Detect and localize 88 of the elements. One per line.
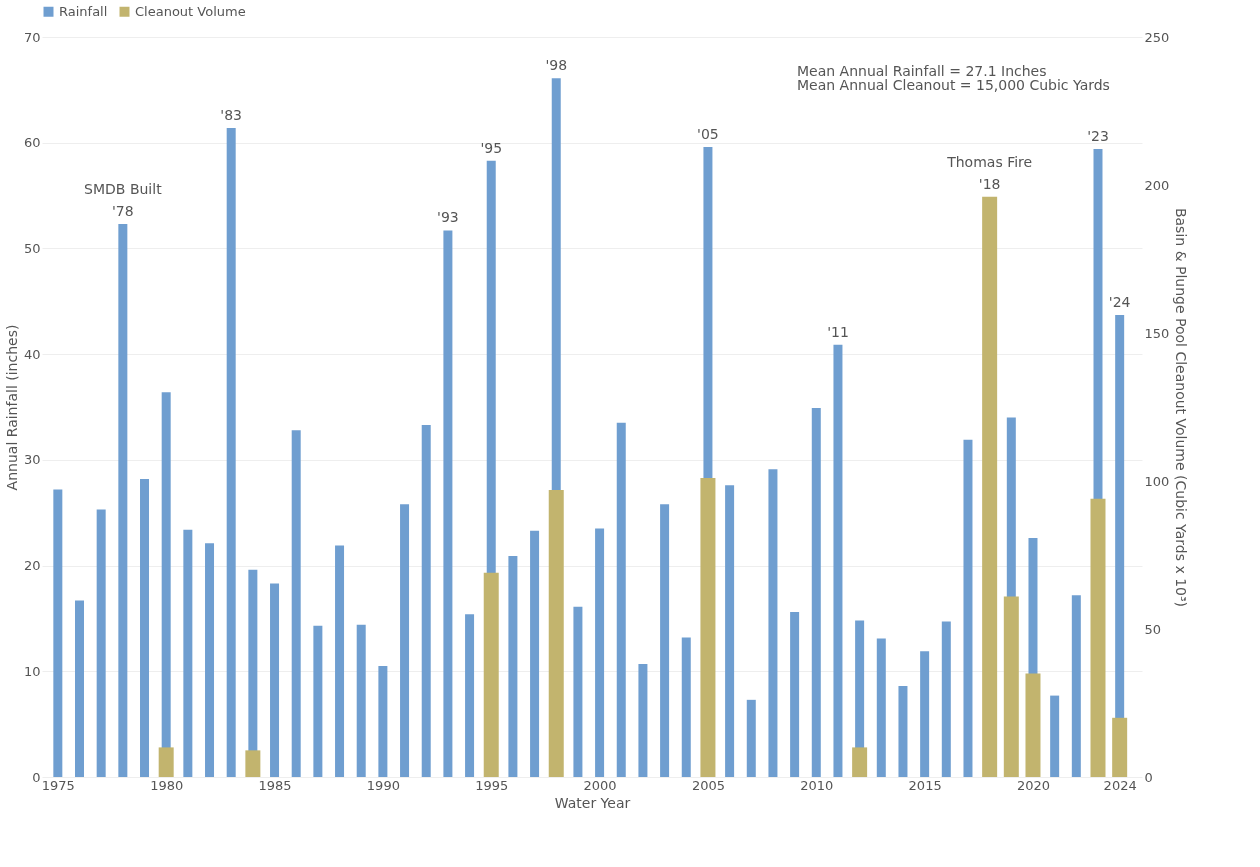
bar bbox=[400, 504, 410, 777]
y2-tick-label: 0 bbox=[1144, 769, 1153, 785]
x-tick-label: 1975 bbox=[41, 777, 75, 793]
y-tick-label: 40 bbox=[23, 346, 41, 362]
y-tick-label: 60 bbox=[23, 135, 41, 151]
y-tick-label: 50 bbox=[23, 240, 41, 256]
x-tick-label: 1980 bbox=[150, 777, 184, 793]
bar bbox=[681, 637, 691, 777]
bar bbox=[852, 747, 868, 777]
bar bbox=[245, 750, 261, 777]
y-axis-title: Annual Rainfall (inches) bbox=[3, 324, 20, 491]
x-tick-label: 1990 bbox=[366, 777, 400, 793]
y2-tick-label: 200 bbox=[1144, 177, 1170, 193]
bar bbox=[941, 621, 951, 777]
y2-axis-title: Basin & Plunge Pool Cleanout Volume (Cubic Yards x 10³) bbox=[1173, 207, 1190, 608]
y-tick-label: 30 bbox=[23, 452, 41, 468]
bar bbox=[746, 699, 756, 777]
annotation: Thomas Fire bbox=[946, 153, 1033, 170]
x-tick-label: 1985 bbox=[258, 777, 292, 793]
x-tick-label: 2005 bbox=[691, 777, 725, 793]
bar bbox=[963, 439, 973, 777]
bar bbox=[183, 529, 193, 777]
bar bbox=[898, 686, 908, 777]
bar bbox=[768, 469, 778, 777]
x-tick-label: 2024 bbox=[1103, 777, 1137, 793]
bar bbox=[790, 612, 800, 777]
bar bbox=[96, 509, 106, 777]
annotation: '24 bbox=[1108, 294, 1131, 311]
bar bbox=[270, 583, 280, 777]
bar bbox=[1050, 695, 1060, 777]
bar bbox=[982, 196, 998, 777]
bar bbox=[811, 408, 821, 777]
x-tick-label: 2010 bbox=[800, 777, 834, 793]
bar bbox=[313, 625, 323, 777]
annotation: '05 bbox=[697, 125, 719, 142]
bar bbox=[876, 638, 886, 777]
legend-label: Rainfall bbox=[59, 3, 108, 19]
bar bbox=[465, 614, 475, 777]
bar bbox=[725, 485, 735, 777]
bar bbox=[226, 127, 236, 777]
y2-tick-label: 50 bbox=[1144, 621, 1162, 637]
bar bbox=[1112, 717, 1128, 777]
bar bbox=[356, 624, 366, 777]
annotation: '95 bbox=[480, 139, 503, 156]
annotation: Mean Annual Rainfall = 27.1 Inches bbox=[797, 63, 1047, 79]
bar bbox=[595, 528, 605, 777]
bar bbox=[920, 651, 930, 777]
y2-tick-label: 150 bbox=[1144, 325, 1170, 341]
y-tick-label: 20 bbox=[23, 558, 41, 574]
bar bbox=[508, 556, 518, 777]
bar bbox=[616, 422, 626, 777]
annotation: '78 bbox=[112, 203, 134, 220]
bar bbox=[158, 747, 174, 777]
annotation: '23 bbox=[1087, 128, 1109, 145]
x-axis-title: Water Year bbox=[554, 794, 631, 811]
bar bbox=[118, 224, 128, 777]
annotation: '18 bbox=[978, 175, 1001, 192]
bar bbox=[833, 344, 843, 777]
y-tick-label: 70 bbox=[23, 29, 41, 45]
bar bbox=[638, 663, 648, 777]
annotation: '98 bbox=[545, 57, 568, 74]
bar bbox=[75, 600, 84, 777]
bar bbox=[378, 666, 388, 777]
y-tick-label: 0 bbox=[32, 769, 41, 785]
x-tick-label: 2000 bbox=[583, 777, 617, 793]
bar bbox=[443, 230, 453, 777]
bar bbox=[573, 606, 583, 777]
legend-label: Cleanout Volume bbox=[135, 3, 246, 19]
x-tick-label: 2020 bbox=[1016, 777, 1051, 793]
bar bbox=[660, 504, 670, 777]
bar bbox=[1071, 595, 1081, 777]
x-tick-label: 1995 bbox=[475, 777, 509, 793]
y2-tick-label: 100 bbox=[1144, 473, 1170, 489]
bar bbox=[53, 489, 63, 777]
annotation: '83 bbox=[220, 106, 243, 123]
bar bbox=[140, 478, 150, 777]
annotation: '11 bbox=[827, 323, 849, 340]
bar bbox=[205, 543, 215, 777]
annotation: '93 bbox=[437, 209, 459, 226]
bar bbox=[335, 545, 345, 777]
bar bbox=[530, 530, 540, 777]
y-tick-label: 10 bbox=[23, 663, 41, 679]
bar bbox=[291, 430, 301, 777]
annotation: Mean Annual Cleanout = 15,000 Cubic Yards bbox=[797, 77, 1110, 93]
bar bbox=[421, 424, 431, 777]
x-tick-label: 2015 bbox=[908, 777, 942, 793]
annotation: SMDB Built bbox=[84, 181, 163, 198]
y2-tick-label: 250 bbox=[1144, 29, 1170, 45]
